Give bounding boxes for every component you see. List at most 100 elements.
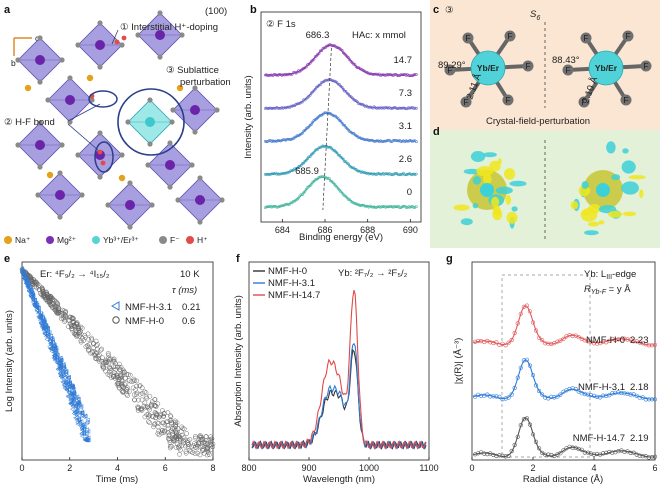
f-label: F <box>625 31 630 41</box>
e-point-nmf-h-3-1 <box>61 372 66 378</box>
f-label: F <box>463 97 468 107</box>
e-point-nmf-h-0 <box>119 378 125 384</box>
e-point-nmf-h-0 <box>156 420 162 426</box>
e-point-nmf-h-0 <box>208 442 214 448</box>
e-point-nmf-h-3-1 <box>75 421 80 427</box>
g-fit-NMF-H-0 <box>473 305 656 346</box>
e-point-nmf-h-0 <box>60 316 66 321</box>
e-point-nmf-h-0 <box>180 426 186 431</box>
panel-e-label: e <box>4 253 10 265</box>
e-point-nmf-h-0 <box>93 343 99 348</box>
hf-arrow-2 <box>67 123 99 151</box>
g-series-value-0: 2.23 <box>630 335 649 346</box>
e-point-nmf-h-3-1 <box>61 378 66 384</box>
f-atom <box>59 57 65 63</box>
g-point <box>506 340 511 345</box>
e-point-nmf-h-0 <box>104 360 109 366</box>
f-atom <box>135 32 141 38</box>
e-point-nmf-h-0 <box>31 281 36 286</box>
g-fit-NMF-H-3.1 <box>473 359 656 400</box>
e-point-nmf-h-0 <box>50 304 56 310</box>
f-atom <box>59 142 65 148</box>
g-point <box>549 452 554 458</box>
e-point-nmf-h-0 <box>106 369 112 375</box>
f-atom <box>79 192 85 198</box>
e-point-nmf-h-0 <box>174 435 180 441</box>
e-point-nmf-h-3-1 <box>30 291 35 297</box>
mg-atom <box>65 95 75 105</box>
f-xtick-label: 1000 <box>359 463 379 473</box>
e-point-nmf-h-0 <box>125 385 130 391</box>
e-point-nmf-h-3-1 <box>76 416 82 422</box>
charge-density-right <box>570 141 646 236</box>
e-point-nmf-h-0 <box>53 299 59 305</box>
b-fit-7.3 <box>265 79 415 109</box>
e-point-nmf-h-3-1 <box>61 382 67 388</box>
legend-swatch-2 <box>92 236 100 244</box>
b-point <box>312 89 316 93</box>
density-lobe <box>476 166 494 177</box>
g-series-name-2: NMF-H-14.7 <box>573 433 625 444</box>
f-atom <box>67 75 73 81</box>
density-lobe <box>598 220 605 225</box>
e-point-nmf-h-0 <box>156 432 162 438</box>
right-angle: 88.43° <box>552 55 580 66</box>
g-point <box>558 392 563 397</box>
e-point-nmf-h-0 <box>62 315 68 321</box>
octahedron-right: F F F F F F Yb/Er <box>562 30 652 108</box>
mg-atom <box>125 200 135 210</box>
e-point-nmf-h-0 <box>41 294 47 300</box>
f-atom <box>75 152 81 158</box>
b-point <box>335 185 339 189</box>
e-point-nmf-h-0 <box>34 285 39 290</box>
panel-d-label: d <box>433 126 440 138</box>
e-xtick-label: 4 <box>115 463 120 473</box>
e-point-nmf-h-0 <box>116 376 122 382</box>
e-point-nmf-h-3-1 <box>54 357 60 363</box>
g-series-value-1: 2.18 <box>630 382 649 393</box>
e-point-nmf-h-0 <box>69 326 74 331</box>
e-xtick-label: 0 <box>19 463 24 473</box>
f-atom <box>157 10 163 16</box>
e-point-nmf-h-0 <box>125 393 130 399</box>
e-point-nmf-h-0 <box>159 428 165 433</box>
na-atom <box>86 74 94 82</box>
e-point-nmf-h-0 <box>106 360 112 366</box>
e-point-nmf-h-0 <box>110 358 116 364</box>
g-series-value-2: 2.19 <box>630 433 649 444</box>
e-point-nmf-h-0 <box>33 282 39 287</box>
e-point-nmf-h-0 <box>166 436 171 441</box>
e-point-nmf-h-0 <box>160 408 165 413</box>
e-point-nmf-h-0 <box>86 348 91 353</box>
e-point-nmf-h-0 <box>167 445 173 451</box>
e-point-nmf-h-3-1 <box>47 338 53 344</box>
h-atom <box>114 39 120 45</box>
b-point <box>333 182 336 186</box>
e-point-nmf-h-0 <box>204 446 210 452</box>
e-point-nmf-h-0 <box>180 438 186 443</box>
f-atom <box>149 202 155 208</box>
e-point-nmf-h-0 <box>63 313 68 318</box>
g-xtick-label: 2 <box>530 463 535 473</box>
density-lobe <box>511 206 518 212</box>
legend-label-4: H⁺ <box>197 235 208 245</box>
e-point-nmf-h-3-1 <box>57 366 62 372</box>
b-fit-3.1 <box>265 112 415 142</box>
b-point <box>414 140 418 144</box>
e-point-nmf-h-3-1 <box>66 380 71 385</box>
e-legend-marker-1 <box>112 316 120 324</box>
g-point <box>558 338 563 343</box>
facet-label: (100) <box>205 6 227 17</box>
density-lobe <box>570 201 579 210</box>
e-point-nmf-h-0 <box>123 380 129 386</box>
panel-f-plot: 800 900 1000 1100 <box>241 289 439 473</box>
b-point <box>353 99 357 102</box>
e-point-nmf-h-0 <box>144 412 150 418</box>
e-point-nmf-h-3-1 <box>61 361 66 367</box>
f-atom <box>522 60 534 72</box>
mg-atom <box>195 195 205 205</box>
e-point-nmf-h-0 <box>131 397 137 403</box>
density-lobe <box>497 158 502 165</box>
f-atom <box>179 32 185 38</box>
e-point-nmf-h-3-1 <box>25 283 30 289</box>
